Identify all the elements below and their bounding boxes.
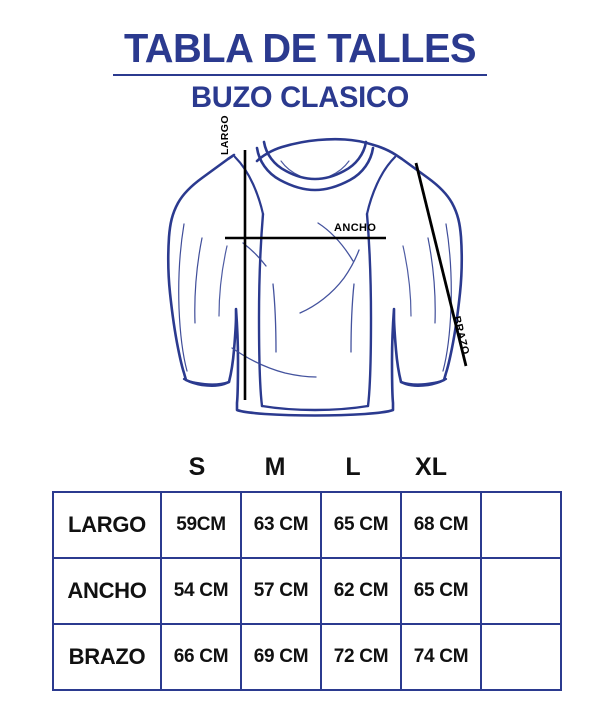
cell-ancho-s: 54 CM: [160, 557, 242, 625]
size-header-blank: [470, 452, 548, 486]
size-header-spacer: [52, 452, 158, 486]
cell-brazo-blank: [480, 623, 562, 691]
title-underline: [113, 74, 487, 76]
cell-largo-l: 65 CM: [320, 491, 402, 559]
cell-ancho-l: 62 CM: [320, 557, 402, 625]
table-row: BRAZO 66 CM 69 CM 72 CM 74 CM: [52, 623, 562, 691]
cell-brazo-m: 69 CM: [240, 623, 322, 691]
ancho-label: ANCHO: [334, 222, 377, 234]
cell-largo-m: 63 CM: [240, 491, 322, 559]
row-label-brazo: BRAZO: [52, 623, 162, 691]
cell-brazo-xl: 74 CM: [400, 623, 482, 691]
size-header-s: S: [188, 453, 206, 481]
size-chart-table: LARGO 59CM 63 CM 65 CM 68 CM ANCHO 54 CM…: [52, 491, 562, 691]
cell-brazo-s: 66 CM: [160, 623, 242, 691]
table-row: LARGO 59CM 63 CM 65 CM 68 CM: [52, 491, 562, 559]
cell-brazo-l: 72 CM: [320, 623, 402, 691]
largo-label: LARGO: [219, 115, 231, 155]
cell-largo-s: 59CM: [160, 491, 242, 559]
sweatshirt-illustration: [140, 128, 490, 428]
sweatshirt-diagram-icon: [167, 137, 463, 417]
row-label-largo: LARGO: [52, 491, 162, 559]
table-row: ANCHO 54 CM 57 CM 62 CM 65 CM: [52, 557, 562, 625]
cell-ancho-blank: [480, 557, 562, 625]
cell-largo-blank: [480, 491, 562, 559]
size-header-l: L: [345, 453, 361, 481]
page-header: TABLA DE TALLES BUZO CLASICO: [0, 28, 600, 113]
size-header-row: S M L XL: [52, 452, 548, 486]
cell-largo-xl: 68 CM: [400, 491, 482, 559]
page-title: TABLA DE TALLES: [123, 25, 477, 71]
row-label-ancho: ANCHO: [52, 557, 162, 625]
page-subtitle: BUZO CLASICO: [190, 81, 409, 114]
cell-ancho-xl: 65 CM: [400, 557, 482, 625]
size-header-xl: XL: [415, 453, 447, 481]
size-header-m: M: [264, 453, 286, 481]
cell-ancho-m: 57 CM: [240, 557, 322, 625]
